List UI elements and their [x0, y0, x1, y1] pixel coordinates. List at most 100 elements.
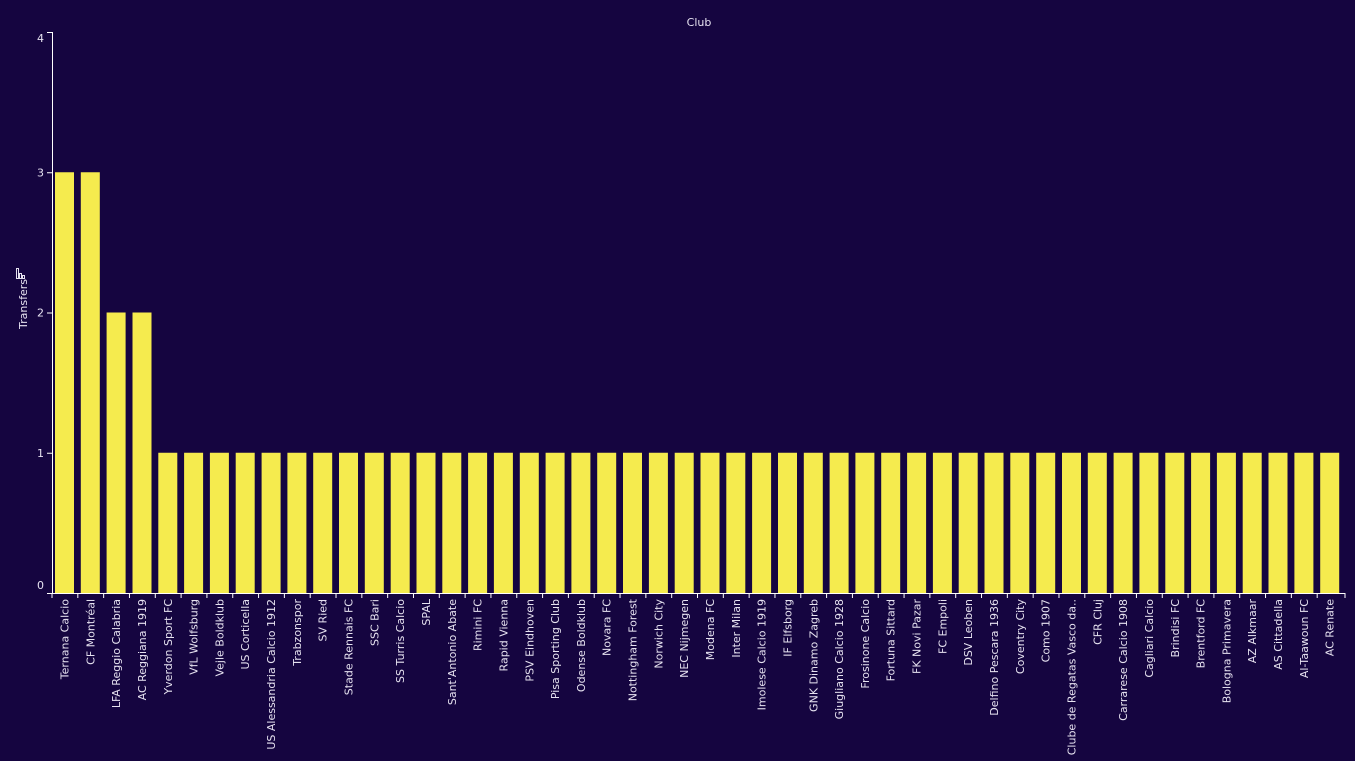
x-tick-label: Brindisi FC: [1169, 599, 1182, 658]
bar[interactable]: [1087, 452, 1107, 593]
y-tick-label: 4: [37, 32, 44, 45]
bar[interactable]: [1216, 452, 1236, 593]
y-tick-label: 1: [37, 447, 44, 460]
bar[interactable]: [468, 452, 488, 593]
x-tick-label: Yverdon Sport FC: [162, 599, 175, 696]
x-tick-label: Giugliano Calcio 1928: [833, 599, 846, 719]
x-tick-label: SV Ried: [317, 599, 330, 641]
x-tick-label: DSV Leoben: [962, 599, 975, 666]
x-tick-label: SPAL: [420, 598, 433, 625]
x-tick-label: Norwich City: [652, 599, 665, 669]
bar[interactable]: [829, 452, 849, 593]
x-tick-label: CFR Cluj: [1091, 599, 1104, 645]
y-axis-title-group: Transfers: [17, 279, 30, 330]
bar[interactable]: [984, 452, 1004, 593]
bar[interactable]: [287, 452, 307, 593]
x-tick-label: Stade Rennais FC: [343, 599, 356, 695]
x-tick-label: Rapid Vienna: [497, 599, 510, 671]
bar[interactable]: [1062, 452, 1081, 593]
x-tick-label: Carrarese Calcio 1908: [1117, 599, 1130, 721]
bar[interactable]: [55, 172, 74, 593]
bar[interactable]: [313, 452, 333, 593]
y-axis-title: Transfers: [17, 279, 30, 330]
bar[interactable]: [1242, 452, 1262, 593]
x-tick-label: Coventry City: [1014, 599, 1027, 675]
bar[interactable]: [493, 452, 513, 593]
x-tick-label: IF Elfsborg: [782, 599, 795, 657]
x-tick-label: Cagliari Calcio: [1143, 599, 1156, 678]
bar[interactable]: [855, 452, 875, 593]
x-tick-label: Odense Boldklub: [575, 599, 588, 692]
bar[interactable]: [1113, 452, 1133, 593]
bar[interactable]: [958, 452, 978, 593]
x-tick-label: Rimini FC: [472, 599, 485, 651]
x-tick-label: FK Novi Pazar: [911, 599, 924, 674]
bar[interactable]: [623, 452, 642, 593]
x-tick-label: Sant'Antonio Abate: [446, 599, 459, 705]
bar[interactable]: [571, 452, 591, 593]
x-tick-label: CF Montréal: [84, 599, 97, 665]
x-tick-label: US Corticella: [239, 599, 252, 670]
bar[interactable]: [1294, 452, 1314, 593]
x-tick-label: Al-Taawoun FC: [1298, 599, 1311, 678]
x-tick-label: PSV Eindhoven: [523, 599, 536, 682]
bar[interactable]: [1191, 452, 1211, 593]
x-tick-label: NEC Nijmegen: [678, 599, 691, 678]
x-tick-label: Nottingham Forest: [627, 598, 640, 701]
bar[interactable]: [778, 452, 797, 593]
bar[interactable]: [390, 452, 410, 593]
x-tick-label: Bologna Primavera: [1220, 599, 1233, 703]
bar[interactable]: [416, 452, 436, 593]
x-tick-label: Clube de Regatas Vasco da..: [1066, 599, 1079, 755]
x-tick-label: Brentford FC: [1195, 599, 1208, 669]
sort-icon[interactable]: [16, 268, 25, 279]
x-tick-label: AC Reggiana 1919: [136, 599, 149, 700]
bar[interactable]: [803, 452, 823, 593]
bar[interactable]: [597, 452, 617, 593]
bar[interactable]: [907, 452, 927, 593]
bar[interactable]: [932, 452, 952, 593]
x-tick-label: Fortuna Sittard: [885, 599, 898, 681]
bar[interactable]: [1139, 452, 1159, 593]
bar[interactable]: [752, 452, 772, 593]
x-tick-label: Trabzonspor: [291, 599, 304, 667]
bar[interactable]: [158, 452, 178, 593]
bar[interactable]: [80, 172, 100, 593]
x-tick-label: GNK Dinamo Zagreb: [807, 599, 820, 712]
y-tick-label: 2: [37, 307, 44, 320]
bar[interactable]: [1010, 452, 1030, 593]
x-tick-label: Frosinone Calcio: [859, 599, 872, 689]
bar[interactable]: [1036, 452, 1056, 593]
x-tick-label: LFA Reggio Calabria: [110, 599, 123, 708]
bar[interactable]: [132, 312, 152, 594]
bar[interactable]: [261, 452, 281, 593]
bar[interactable]: [519, 452, 539, 593]
bar[interactable]: [235, 452, 255, 593]
x-tick-label: SSC Bari: [368, 599, 381, 646]
bar[interactable]: [700, 452, 720, 593]
bar[interactable]: [1320, 452, 1340, 593]
bar[interactable]: [1165, 452, 1185, 593]
bar[interactable]: [1268, 452, 1288, 593]
x-tick-label: Como 1907: [1040, 599, 1053, 662]
bar[interactable]: [364, 452, 384, 593]
bar[interactable]: [726, 452, 746, 593]
bar[interactable]: [442, 452, 462, 593]
x-tick-label: Inter Milan: [730, 599, 743, 658]
x-tick-label: Novara FC: [601, 599, 614, 656]
x-tick-label: Ternana Calcio: [59, 599, 72, 680]
x-tick-label: AC Renate: [1324, 599, 1337, 656]
bar[interactable]: [209, 452, 229, 593]
bar[interactable]: [674, 452, 694, 593]
x-tick-label: FC Empoli: [936, 599, 949, 654]
y-tick-label: 3: [37, 166, 44, 179]
x-tick-label: Modena FC: [704, 599, 717, 661]
bar[interactable]: [545, 452, 565, 593]
bar[interactable]: [184, 452, 204, 593]
x-tick-label: AZ Alkmaar: [1246, 599, 1259, 664]
bar[interactable]: [881, 452, 901, 593]
bar[interactable]: [106, 312, 126, 594]
bar[interactable]: [648, 452, 668, 593]
bar[interactable]: [339, 452, 358, 593]
